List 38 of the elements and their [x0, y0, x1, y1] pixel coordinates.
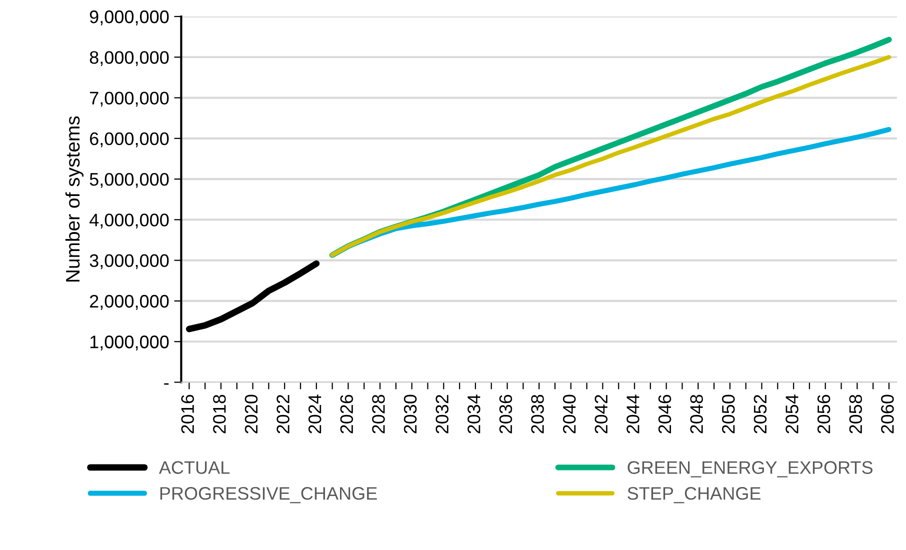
y-tick-label: 2,000,000	[90, 294, 169, 310]
x-tick-label: 2048	[690, 394, 703, 434]
x-tick-label: 2042	[594, 394, 608, 434]
x-tick-label: 2020	[244, 394, 258, 434]
y-tick-label: 9,000,000	[90, 10, 169, 26]
legend-label: PROGRESSIVE_CHANGE	[160, 487, 377, 504]
x-tick-label: 2034	[468, 394, 480, 434]
x-tick-label: 2030	[404, 394, 417, 434]
y-tick-label: 1,000,000	[90, 336, 169, 350]
x-tick-label: 2022	[276, 394, 290, 434]
y-axis-title: Number of systems	[65, 116, 84, 282]
y-tick-label: 8,000,000	[90, 51, 169, 66]
x-tick-label: 2052	[754, 394, 767, 434]
x-tick-label: 2036	[499, 394, 512, 434]
y-tick-label: 7,000,000	[90, 92, 169, 107]
x-tick-label: 2050	[722, 394, 735, 434]
y-tick-label: -	[164, 383, 169, 385]
x-tick-label: 2026	[340, 394, 354, 434]
x-tick-label: 2060	[881, 394, 894, 434]
x-tick-label: 2032	[436, 394, 448, 434]
x-tick-label: 2028	[372, 394, 385, 434]
x-tick-label: 2024	[308, 394, 322, 434]
y-tick-label: 3,000,000	[90, 254, 169, 270]
y-tick-label: 4,000,000	[89, 214, 169, 229]
x-tick-label: 2054	[786, 394, 798, 434]
x-tick-label: 2046	[658, 394, 672, 434]
x-tick-label: 2038	[531, 394, 544, 434]
x-tick-label: 2056	[817, 394, 830, 434]
y-tick-label: 5,000,000	[90, 172, 169, 188]
x-tick-label: 2058	[849, 394, 862, 434]
legend-label: GREEN_ENERGY_EXPORTS	[628, 461, 872, 478]
x-tick-label: 2044	[626, 394, 640, 434]
x-tick-label: 2040	[562, 394, 576, 434]
legend-label: STEP_CHANGE	[628, 487, 760, 504]
x-tick-label: 2016	[181, 394, 194, 434]
y-tick-label: 6,000,000	[90, 132, 169, 148]
legend-label: ACTUAL	[158, 461, 230, 474]
x-tick-label: 2018	[213, 394, 226, 434]
